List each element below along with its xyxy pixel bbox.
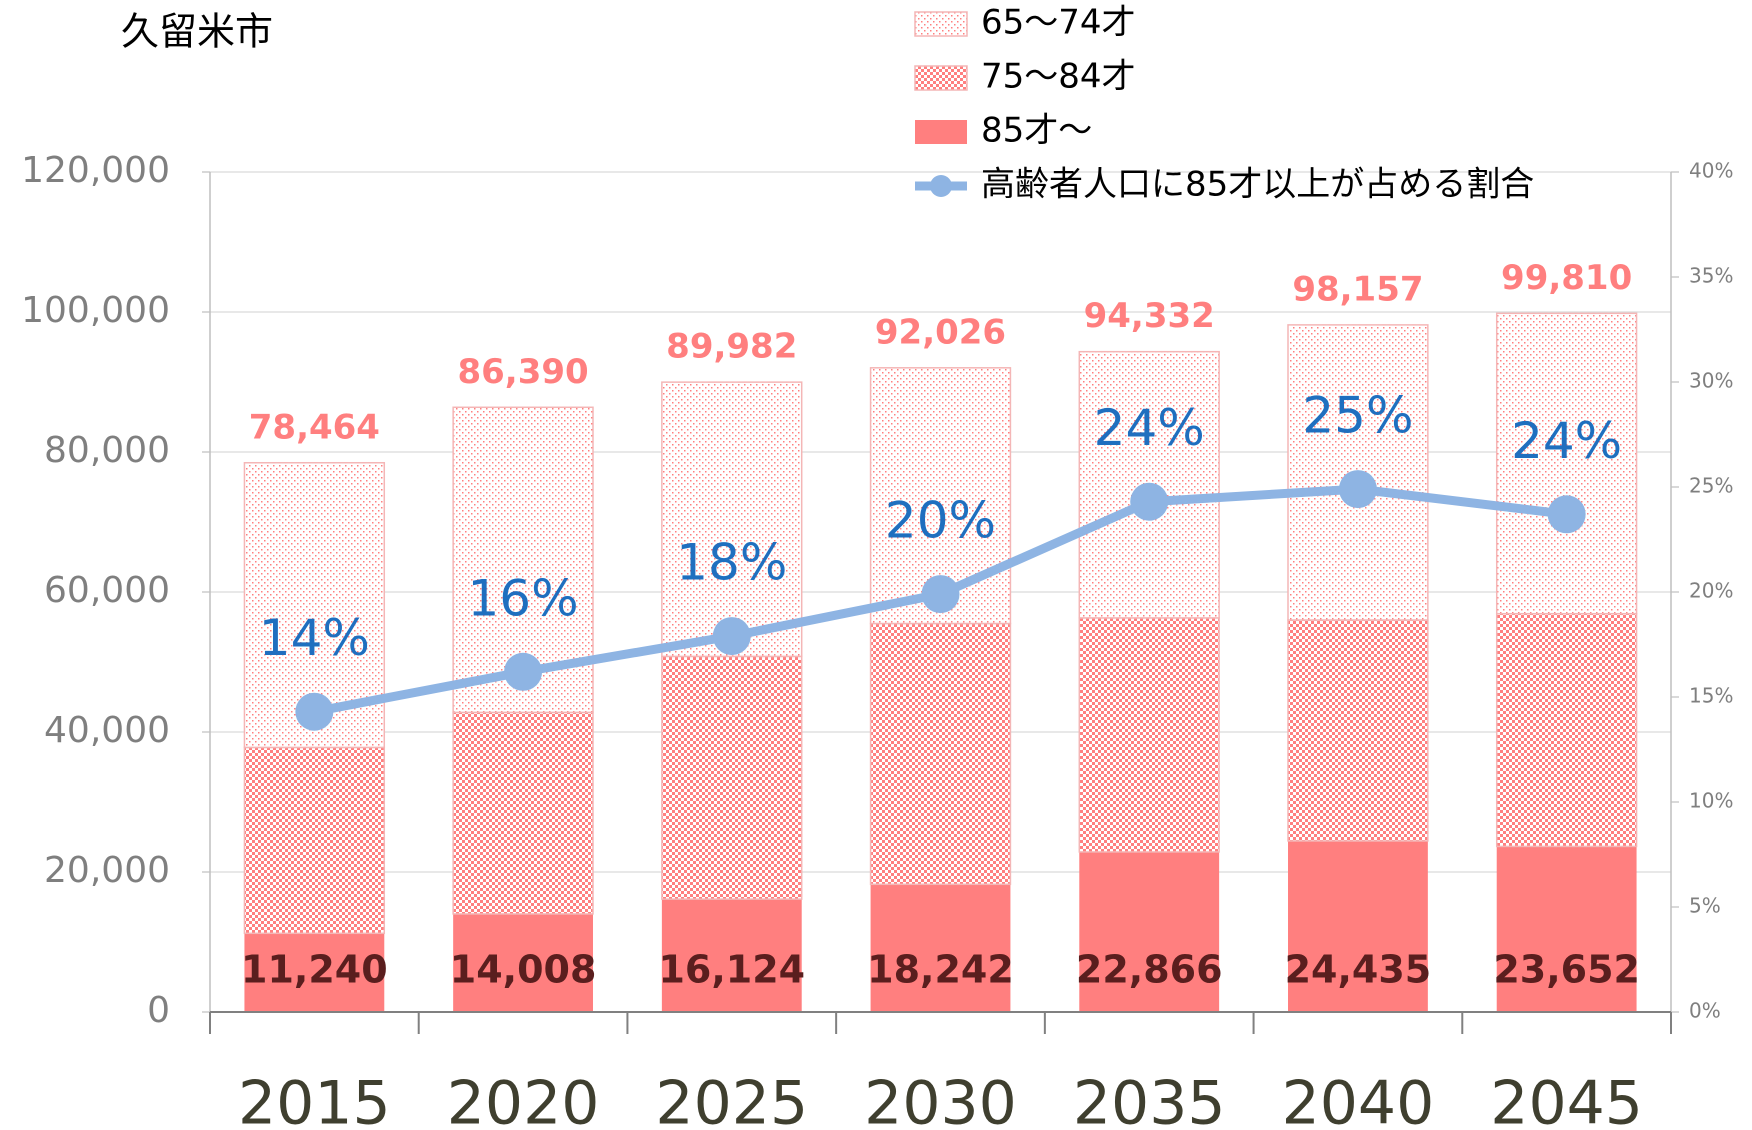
line-value-label: 16%: [468, 569, 579, 627]
total-label: 99,810: [1501, 258, 1632, 298]
y-tick-label: 120,000: [21, 150, 170, 191]
bar-segment: [661, 381, 803, 658]
bar-segment: [452, 711, 594, 915]
bar-segment: [1079, 851, 1220, 1012]
bar-segment: [1495, 312, 1638, 615]
total-label: 89,982: [666, 327, 797, 367]
line-marker: [295, 692, 334, 731]
legend-label: 75～84才: [981, 57, 1136, 97]
x-tick-label: 2045: [1490, 1069, 1643, 1130]
y2-tick-label: 25%: [1689, 474, 1733, 498]
line-marker: [1338, 470, 1377, 509]
bar-value-label: 16,124: [658, 948, 805, 992]
y2-tick-label: 10%: [1689, 789, 1733, 813]
bar-segment: [869, 622, 1012, 886]
y2-tick-label: 40%: [1689, 159, 1733, 183]
legend-label: 高齢者人口に85才以上が占める割合: [981, 165, 1534, 205]
bar-segment: [1287, 619, 1429, 842]
line-value-label: 18%: [676, 534, 787, 592]
line-value-label: 25%: [1302, 387, 1413, 445]
total-label: 86,390: [457, 352, 588, 392]
x-tick-label: 2025: [655, 1069, 808, 1130]
bar-segment: [661, 899, 802, 1012]
line-marker: [921, 575, 960, 614]
bar-segment: [1288, 840, 1428, 1012]
line-marker: [712, 617, 751, 656]
y-tick-label: 60,000: [44, 570, 170, 611]
bar-segment: [453, 913, 593, 1012]
bar-segment: [870, 884, 1011, 1012]
y2-tick-label: 5%: [1689, 894, 1721, 918]
bar-segment: [1495, 612, 1638, 848]
y2-tick-label: 15%: [1689, 684, 1733, 708]
line-value-label: 20%: [885, 492, 996, 550]
x-tick-label: 2040: [1282, 1069, 1435, 1130]
y-tick-label: 0: [147, 990, 170, 1031]
legend-label: 65～74才: [981, 3, 1136, 43]
y-tick-label: 100,000: [21, 290, 170, 331]
legend-swatch: [914, 11, 968, 37]
line-value-label: 24%: [1094, 399, 1205, 457]
legend-label: 85才～: [981, 111, 1092, 151]
total-label: 94,332: [1084, 296, 1215, 336]
total-label: 78,464: [249, 407, 380, 447]
bar-segment: [1496, 846, 1637, 1012]
line-marker: [1547, 495, 1586, 534]
line-value-label: 14%: [259, 609, 370, 667]
y2-tick-label: 20%: [1689, 579, 1733, 603]
bar-segment: [244, 933, 385, 1012]
x-tick-label: 2035: [1073, 1069, 1226, 1130]
bar-value-label: 22,866: [1076, 948, 1223, 992]
line-marker: [1130, 482, 1169, 521]
x-tick-label: 2030: [864, 1069, 1017, 1130]
legend-swatch: [915, 120, 967, 144]
y-tick-label: 80,000: [44, 430, 170, 471]
x-tick-label: 2020: [447, 1069, 600, 1130]
bar-value-label: 23,652: [1493, 948, 1640, 992]
line-value-label: 24%: [1511, 412, 1622, 470]
x-tick-label: 2015: [238, 1069, 391, 1130]
bar-segment: [661, 655, 803, 900]
bar-segment: [243, 746, 386, 935]
total-label: 92,026: [875, 312, 1006, 352]
bar-value-label: 11,240: [241, 948, 388, 992]
legend-swatch: [914, 65, 968, 91]
bar-value-label: 14,008: [450, 948, 597, 992]
bar-value-label: 24,435: [1285, 948, 1432, 992]
y2-tick-label: 30%: [1689, 369, 1733, 393]
line-marker: [504, 652, 543, 691]
total-label: 98,157: [1292, 269, 1423, 309]
y-tick-label: 20,000: [44, 850, 170, 891]
bar-segment: [1078, 617, 1220, 853]
y2-tick-label: 0%: [1689, 999, 1721, 1023]
legend-marker: [930, 175, 952, 197]
y-tick-label: 40,000: [44, 710, 170, 751]
chart-title: 久留米市: [121, 10, 273, 54]
y2-tick-label: 35%: [1689, 264, 1733, 288]
bar-value-label: 18,242: [867, 948, 1014, 992]
